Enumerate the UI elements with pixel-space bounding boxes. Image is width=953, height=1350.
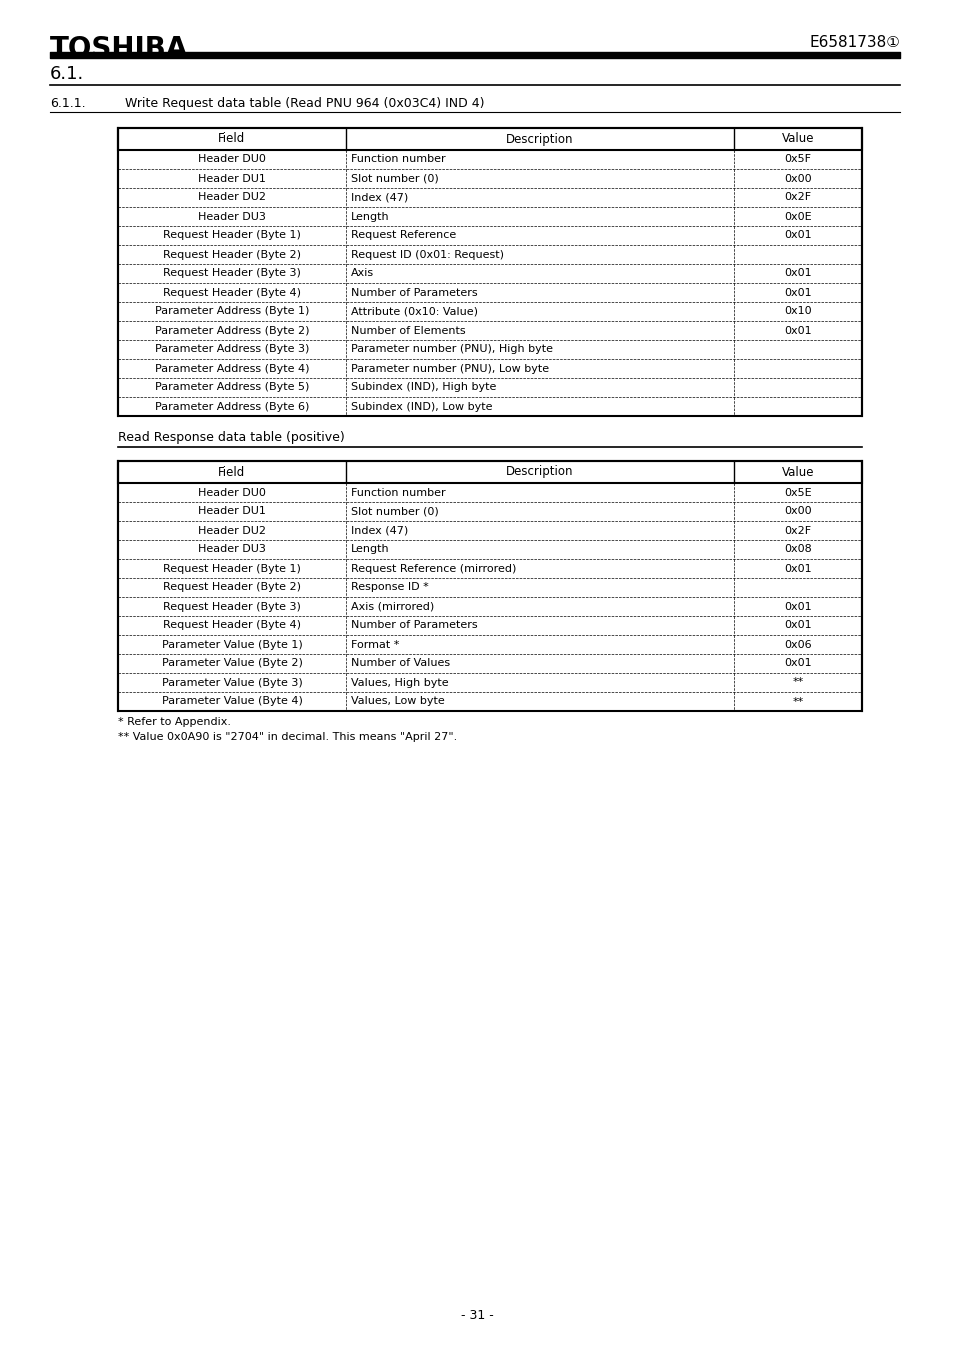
Text: Value: Value — [781, 132, 814, 146]
Text: Header DU0: Header DU0 — [198, 154, 266, 165]
Text: 0x08: 0x08 — [783, 544, 811, 555]
Bar — [346, 128, 733, 150]
Text: 0x01: 0x01 — [783, 325, 811, 336]
Text: Number of Parameters: Number of Parameters — [351, 621, 477, 630]
Text: Subindex (IND), High byte: Subindex (IND), High byte — [351, 382, 496, 393]
Bar — [118, 460, 862, 711]
Text: 6.1.: 6.1. — [50, 65, 84, 82]
Text: 0x01: 0x01 — [783, 563, 811, 574]
Text: 0x2F: 0x2F — [783, 193, 811, 202]
Text: Values, High byte: Values, High byte — [351, 678, 448, 687]
Text: 0x06: 0x06 — [783, 640, 811, 649]
Text: Field: Field — [218, 466, 245, 478]
Text: Slot number (0): Slot number (0) — [351, 506, 438, 517]
Text: Request Header (Byte 3): Request Header (Byte 3) — [163, 602, 300, 612]
Text: 0x01: 0x01 — [783, 288, 811, 297]
Text: Length: Length — [351, 544, 389, 555]
Bar — [118, 460, 862, 483]
Text: Request Reference (mirrored): Request Reference (mirrored) — [351, 563, 516, 574]
Text: Description: Description — [506, 466, 573, 478]
Text: 0x00: 0x00 — [783, 174, 811, 184]
Text: 0x0E: 0x0E — [783, 212, 811, 221]
Text: Description: Description — [506, 132, 573, 146]
Text: Request Reference: Request Reference — [351, 231, 456, 240]
Text: Axis: Axis — [351, 269, 374, 278]
Text: Request Header (Byte 3): Request Header (Byte 3) — [163, 269, 300, 278]
Text: Number of Values: Number of Values — [351, 659, 450, 668]
Text: Parameter number (PNU), High byte: Parameter number (PNU), High byte — [351, 344, 553, 355]
Text: Header DU1: Header DU1 — [198, 506, 266, 517]
Text: Slot number (0): Slot number (0) — [351, 174, 438, 184]
Text: Parameter Address (Byte 2): Parameter Address (Byte 2) — [154, 325, 309, 336]
Text: * Refer to Appendix.: * Refer to Appendix. — [118, 717, 231, 728]
Text: 6.1.1.: 6.1.1. — [50, 97, 86, 109]
Text: 0x10: 0x10 — [783, 306, 811, 316]
Bar — [118, 128, 862, 150]
Text: Parameter Value (Byte 3): Parameter Value (Byte 3) — [161, 678, 302, 687]
Bar — [733, 128, 862, 150]
Text: Field: Field — [218, 132, 245, 146]
Text: 0x2F: 0x2F — [783, 525, 811, 536]
Text: Request Header (Byte 2): Request Header (Byte 2) — [163, 250, 301, 259]
Text: 0x01: 0x01 — [783, 659, 811, 668]
Text: Axis (mirrored): Axis (mirrored) — [351, 602, 434, 612]
Bar — [346, 460, 733, 483]
Text: Value: Value — [781, 466, 814, 478]
Text: Number of Parameters: Number of Parameters — [351, 288, 477, 297]
Text: Parameter Value (Byte 1): Parameter Value (Byte 1) — [161, 640, 302, 649]
Text: Function number: Function number — [351, 154, 445, 165]
Text: Header DU1: Header DU1 — [198, 174, 266, 184]
Text: **: ** — [792, 678, 802, 687]
Text: Index (47): Index (47) — [351, 525, 408, 536]
Text: Header DU3: Header DU3 — [198, 544, 266, 555]
Text: Number of Elements: Number of Elements — [351, 325, 465, 336]
Text: TOSHIBA: TOSHIBA — [50, 35, 188, 63]
Text: Attribute (0x10: Value): Attribute (0x10: Value) — [351, 306, 477, 316]
Text: ** Value 0x0A90 is "2704" in decimal. This means "April 27".: ** Value 0x0A90 is "2704" in decimal. Th… — [118, 732, 456, 742]
Text: Format *: Format * — [351, 640, 399, 649]
Bar — [118, 128, 346, 150]
Text: Parameter Address (Byte 5): Parameter Address (Byte 5) — [154, 382, 309, 393]
Bar — [733, 460, 862, 483]
Text: 0x00: 0x00 — [783, 506, 811, 517]
Text: Parameter Value (Byte 4): Parameter Value (Byte 4) — [161, 697, 302, 706]
Text: 0x01: 0x01 — [783, 269, 811, 278]
Bar — [118, 128, 862, 416]
Text: Length: Length — [351, 212, 389, 221]
Text: 0x01: 0x01 — [783, 602, 811, 612]
Text: Header DU0: Header DU0 — [198, 487, 266, 498]
Text: 0x5F: 0x5F — [783, 154, 811, 165]
Text: Parameter Value (Byte 2): Parameter Value (Byte 2) — [161, 659, 302, 668]
Text: Parameter number (PNU), Low byte: Parameter number (PNU), Low byte — [351, 363, 549, 374]
Text: Header DU3: Header DU3 — [198, 212, 266, 221]
Text: Parameter Address (Byte 1): Parameter Address (Byte 1) — [154, 306, 309, 316]
Text: 0x01: 0x01 — [783, 231, 811, 240]
Text: Write Request data table (Read PNU 964 (0x03C4) IND 4): Write Request data table (Read PNU 964 (… — [125, 97, 484, 109]
Text: Parameter Address (Byte 4): Parameter Address (Byte 4) — [154, 363, 309, 374]
Text: Response ID *: Response ID * — [351, 582, 428, 593]
Text: Subindex (IND), Low byte: Subindex (IND), Low byte — [351, 401, 492, 412]
Text: **: ** — [792, 697, 802, 706]
Text: - 31 -: - 31 - — [460, 1310, 493, 1322]
Text: Parameter Address (Byte 6): Parameter Address (Byte 6) — [154, 401, 309, 412]
Text: Function number: Function number — [351, 487, 445, 498]
Text: Request Header (Byte 1): Request Header (Byte 1) — [163, 231, 300, 240]
Text: E6581738①: E6581738① — [808, 35, 899, 50]
Text: Request Header (Byte 1): Request Header (Byte 1) — [163, 563, 300, 574]
Bar — [118, 460, 346, 483]
Text: Index (47): Index (47) — [351, 193, 408, 202]
Text: Request Header (Byte 4): Request Header (Byte 4) — [163, 288, 301, 297]
Text: Values, Low byte: Values, Low byte — [351, 697, 444, 706]
Text: Header DU2: Header DU2 — [198, 525, 266, 536]
Text: 0x5E: 0x5E — [783, 487, 811, 498]
Text: Parameter Address (Byte 3): Parameter Address (Byte 3) — [154, 344, 309, 355]
Text: Request Header (Byte 2): Request Header (Byte 2) — [163, 582, 301, 593]
Text: 0x01: 0x01 — [783, 621, 811, 630]
Text: Request ID (0x01: Request): Request ID (0x01: Request) — [351, 250, 503, 259]
Text: Header DU2: Header DU2 — [198, 193, 266, 202]
Text: Request Header (Byte 4): Request Header (Byte 4) — [163, 621, 301, 630]
Text: Read Response data table (positive): Read Response data table (positive) — [118, 431, 344, 444]
